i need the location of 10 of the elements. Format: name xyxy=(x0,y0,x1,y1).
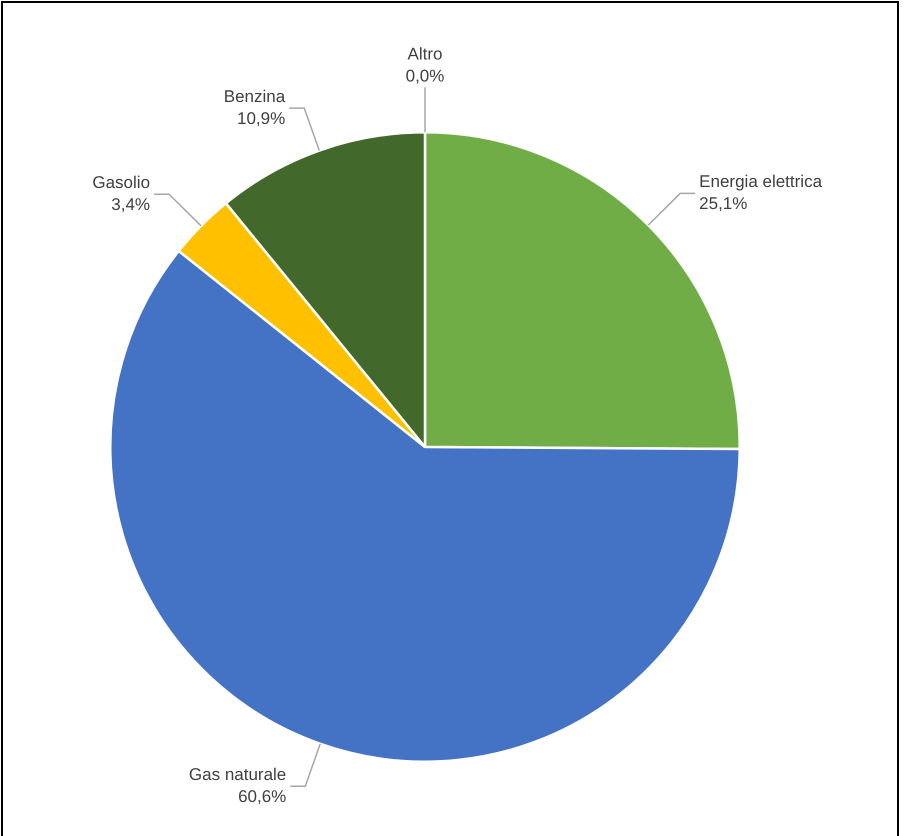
data-label: 60,6% xyxy=(238,786,286,806)
slice-label: Energia elettrica xyxy=(699,172,823,192)
category-label: Altro xyxy=(408,44,442,64)
slice-label: Gas naturale xyxy=(188,764,286,784)
slice-label: Gasolio xyxy=(92,172,150,192)
text: 0,0% xyxy=(406,66,444,86)
data-label: 25,1% xyxy=(699,194,748,214)
data-label: 10,9% xyxy=(237,108,286,128)
data-label: 3,4% xyxy=(111,194,150,214)
slice-label: Benzina xyxy=(224,86,286,106)
